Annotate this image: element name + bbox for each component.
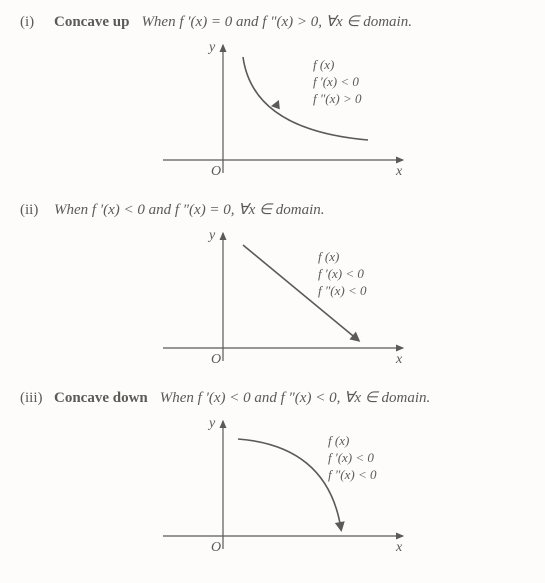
graph-1: O x y f (x) f ′(x) < 0 f ″(x) > 0 <box>20 35 525 190</box>
x-axis-label: x <box>395 540 403 555</box>
curve-label-fppx: f ″(x) > 0 <box>313 91 362 106</box>
concavity-item-2: (ii) When f ′(x) < 0 and f ″(x) = 0, ∀x … <box>20 200 525 378</box>
x-axis-label: x <box>395 164 403 179</box>
graph-2: O x y f (x) f ′(x) < 0 f ″(x) < 0 <box>20 223 525 378</box>
item-condition: When f ′(x) = 0 and f ″(x) > 0, ∀x ∈ dom… <box>141 12 412 31</box>
item-header: (iii) Concave down When f ′(x) < 0 and f… <box>20 388 525 407</box>
concavity-item-3: (iii) Concave down When f ′(x) < 0 and f… <box>20 388 525 566</box>
curve-label-fppx: f ″(x) < 0 <box>328 467 377 482</box>
graph-3: O x y f (x) f ′(x) < 0 f ″(x) < 0 <box>20 411 525 566</box>
item-marker: (iii) <box>20 390 48 407</box>
curve-label-fx: f (x) <box>318 249 339 264</box>
y-axis-label: y <box>207 40 216 55</box>
item-marker: (i) <box>20 14 48 31</box>
curve-label-fx: f (x) <box>313 57 334 72</box>
item-header: (i) Concave up When f ′(x) = 0 and f ″(x… <box>20 12 525 31</box>
curve-label-fpx: f ′(x) < 0 <box>328 450 374 465</box>
origin-label: O <box>211 352 221 367</box>
curve-label-fppx: f ″(x) < 0 <box>318 283 367 298</box>
arrow-on-curve-icon <box>334 521 346 533</box>
item-title: Concave down <box>54 390 148 407</box>
curve-label-fx: f (x) <box>328 433 349 448</box>
item-condition: When f ′(x) < 0 and f ″(x) < 0, ∀x ∈ dom… <box>160 388 431 407</box>
y-axis-label: y <box>207 416 216 431</box>
curve-label-fpx: f ′(x) < 0 <box>313 74 359 89</box>
origin-label: O <box>211 540 221 555</box>
item-title: Concave up <box>54 14 129 31</box>
x-axis-label: x <box>395 352 403 367</box>
curve-label-fpx: f ′(x) < 0 <box>318 266 364 281</box>
item-header: (ii) When f ′(x) < 0 and f ″(x) = 0, ∀x … <box>20 200 525 219</box>
y-axis-label: y <box>207 228 216 243</box>
item-condition: When f ′(x) < 0 and f ″(x) = 0, ∀x ∈ dom… <box>54 200 325 219</box>
origin-label: O <box>211 164 221 179</box>
concavity-item-1: (i) Concave up When f ′(x) = 0 and f ″(x… <box>20 12 525 190</box>
curve-concave-down <box>238 439 341 529</box>
item-marker: (ii) <box>20 202 48 219</box>
